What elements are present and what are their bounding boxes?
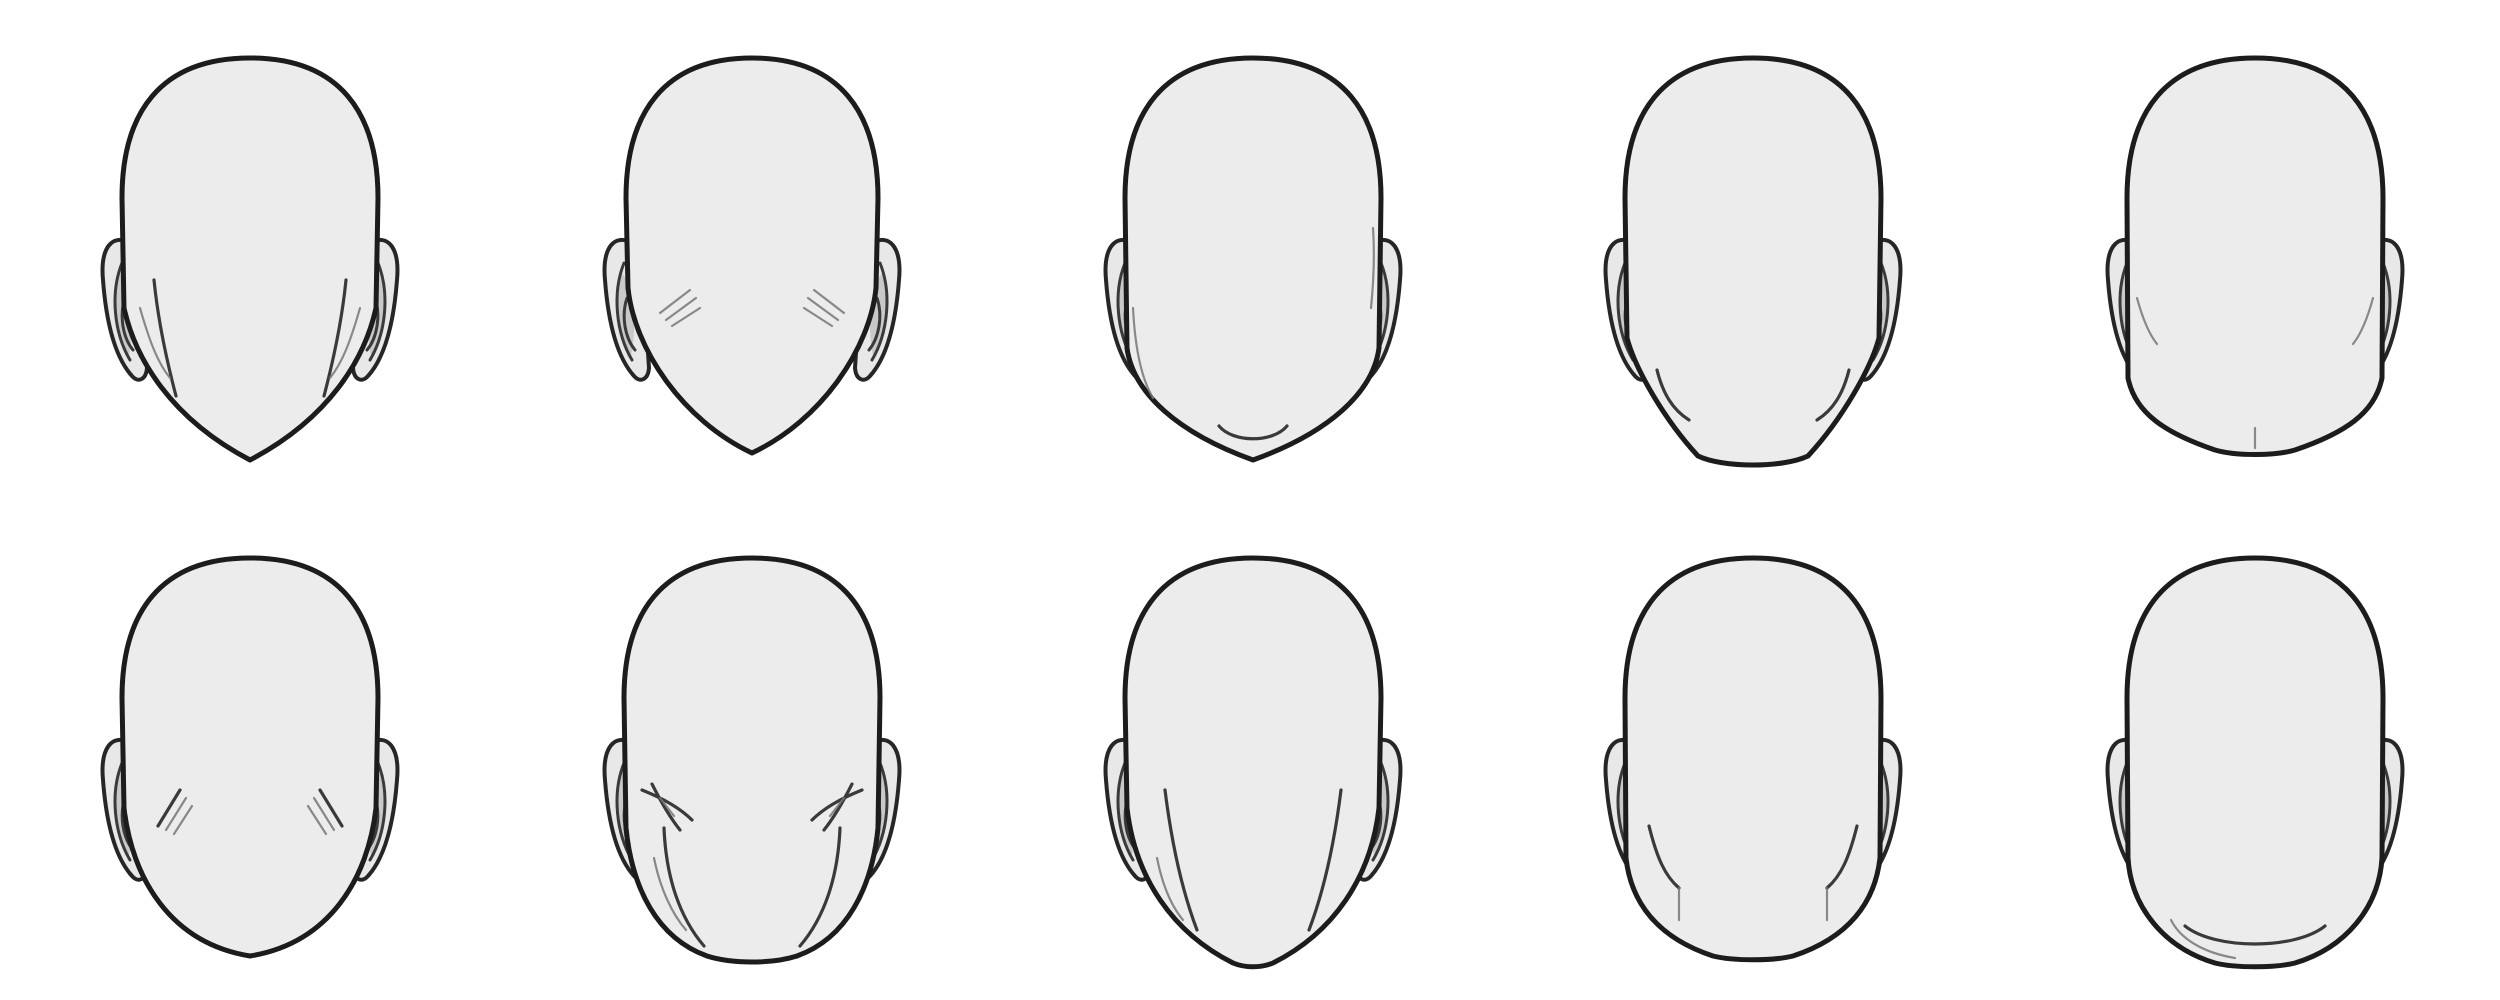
- head-row-2-col-1: [100, 558, 400, 956]
- head-row-2-col-5: [2105, 558, 2405, 967]
- head-row-2-col-3: [1103, 558, 1403, 967]
- head-row-1-col-5: [2105, 58, 2405, 455]
- head-row-1-col-4: [1603, 58, 1903, 465]
- head-row-2-col-2: [602, 558, 902, 962]
- head-row-1-col-2: [602, 58, 902, 453]
- head-row-2-col-4: [1603, 558, 1903, 960]
- head-row-1-col-3: [1103, 58, 1403, 460]
- head-row-1-col-1: [100, 58, 400, 460]
